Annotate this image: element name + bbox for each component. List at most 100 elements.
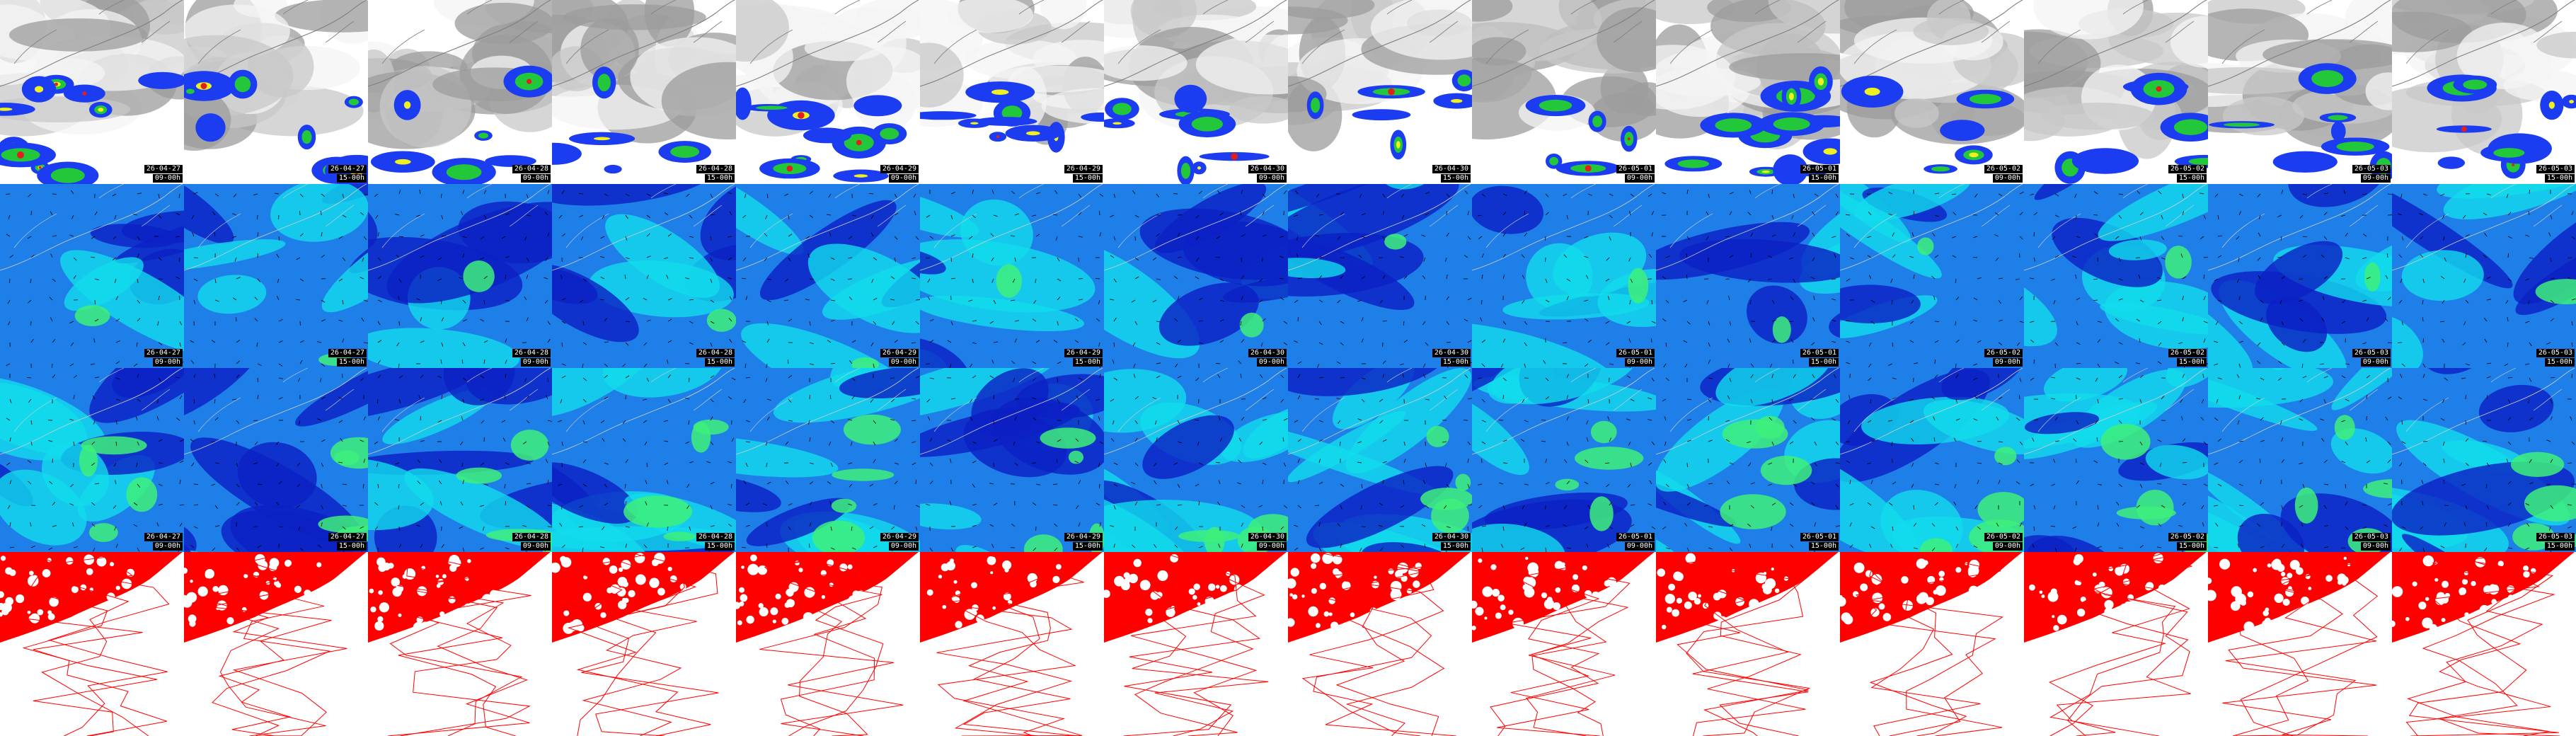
red-contours-map-panel xyxy=(1472,552,1656,736)
precipitation-map-panel: 26-05-01 15-00h xyxy=(1656,0,1840,184)
precip-map-graphic xyxy=(0,0,184,184)
precipitation-map-panel: 26-04-30 15-00h xyxy=(1288,0,1472,184)
panel-date-label: 26-05-02 xyxy=(1984,533,2023,541)
wind-level-2-map-panel: 26-04-29 15-00h xyxy=(920,368,1104,552)
wind-level-2-map-panel: 26-05-01 09-00h xyxy=(1472,368,1656,552)
wind-map-graphic xyxy=(920,368,1104,552)
panel-date-label: 26-04-30 xyxy=(1248,533,1287,541)
panel-run-label: 15-00h xyxy=(704,174,735,183)
wind-map-graphic xyxy=(552,368,736,552)
wind-level-2-map-panel: 26-05-01 15-00h xyxy=(1656,368,1840,552)
wind-map-graphic xyxy=(2208,368,2392,552)
wind-map-graphic xyxy=(552,184,736,368)
precipitation-map-panel: 26-04-29 09-00h xyxy=(736,0,920,184)
contour-map-graphic xyxy=(368,552,552,736)
wind-level-2-map-panel: 26-05-02 15-00h xyxy=(2024,368,2208,552)
wind-level-2-map-panel: 26-04-28 15-00h xyxy=(552,368,736,552)
panel-run-label: 09-00h xyxy=(520,174,551,183)
wind-map-graphic xyxy=(1656,368,1840,552)
precipitation-map-panel: 26-05-02 09-00h xyxy=(1840,0,2024,184)
wind-map-graphic xyxy=(2024,184,2208,368)
precipitation-map-panel: 26-05-03 15-00h xyxy=(2392,0,2576,184)
panel-date-label: 26-05-02 xyxy=(2168,349,2207,357)
wind-map-graphic xyxy=(0,184,184,368)
wind-map-graphic xyxy=(1472,184,1656,368)
panel-date-label: 26-04-29 xyxy=(880,165,919,173)
contour-map-graphic xyxy=(2392,552,2576,736)
wind-map-graphic xyxy=(1104,184,1288,368)
panel-run-label: 09-00h xyxy=(1624,542,1655,551)
red-contours-map-panel xyxy=(1656,552,1840,736)
panel-run-label: 09-00h xyxy=(2360,358,2391,367)
red-contours-map-panel xyxy=(552,552,736,736)
panel-run-label: 15-00h xyxy=(336,174,367,183)
wind-map-graphic xyxy=(920,184,1104,368)
precipitation-map-panel: 26-05-03 09-00h xyxy=(2208,0,2392,184)
wind-level-2-map-panel: 26-04-28 09-00h xyxy=(368,368,552,552)
panel-date-label: 26-05-03 xyxy=(2352,533,2391,541)
wind-level-1-map-panel: 26-04-27 09-00h xyxy=(0,184,184,368)
panel-run-label: 09-00h xyxy=(1992,174,2023,183)
panel-date-label: 26-05-01 xyxy=(1616,533,1655,541)
panel-date-label: 26-04-27 xyxy=(328,349,367,357)
precip-map-graphic xyxy=(184,0,368,184)
red-contours-map-panel xyxy=(184,552,368,736)
panel-run-label: 09-00h xyxy=(2360,542,2391,551)
wind-map-graphic xyxy=(2024,368,2208,552)
wind-level-2-map-panel: 26-04-30 09-00h xyxy=(1104,368,1288,552)
red-contours-map-panel xyxy=(2024,552,2208,736)
panel-run-label: 09-00h xyxy=(888,174,919,183)
wind-level-1-map-panel: 26-05-03 15-00h xyxy=(2392,184,2576,368)
panel-date-label: 26-04-30 xyxy=(1432,349,1471,357)
panel-run-label: 15-00h xyxy=(1808,358,1839,367)
wind-map-graphic xyxy=(736,184,920,368)
contour-map-graphic xyxy=(736,552,920,736)
panel-date-label: 26-05-03 xyxy=(2536,349,2575,357)
wind-level-1-map-panel: 26-04-30 15-00h xyxy=(1288,184,1472,368)
wind-map-graphic xyxy=(1840,184,2024,368)
wind-level-2-map-panel: 26-04-27 09-00h xyxy=(0,368,184,552)
panel-run-label: 09-00h xyxy=(2360,174,2391,183)
panel-date-label: 26-05-01 xyxy=(1616,165,1655,173)
panel-date-label: 26-04-30 xyxy=(1248,349,1287,357)
wind-level-1-map-panel: 26-04-28 15-00h xyxy=(552,184,736,368)
wind-level-1-map-panel: 26-04-30 09-00h xyxy=(1104,184,1288,368)
panel-run-label: 15-00h xyxy=(2544,174,2575,183)
wind-level-1-map-panel: 26-04-27 15-00h xyxy=(184,184,368,368)
panel-run-label: 15-00h xyxy=(1072,174,1103,183)
wind-map-graphic xyxy=(1104,368,1288,552)
panel-date-label: 26-04-29 xyxy=(1064,349,1103,357)
panel-run-label: 15-00h xyxy=(704,542,735,551)
panel-date-label: 26-04-28 xyxy=(512,533,551,541)
red-contours-map-panel xyxy=(1840,552,2024,736)
precip-map-graphic xyxy=(1840,0,2024,184)
contour-map-graphic xyxy=(1472,552,1656,736)
panel-date-label: 26-04-30 xyxy=(1432,165,1471,173)
wind-level-1-map-panel: 26-04-29 09-00h xyxy=(736,184,920,368)
precip-map-graphic xyxy=(736,0,920,184)
panel-run-label: 15-00h xyxy=(336,358,367,367)
panel-date-label: 26-05-01 xyxy=(1800,533,1839,541)
precipitation-map-panel: 26-05-02 15-00h xyxy=(2024,0,2208,184)
red-contours-map-panel xyxy=(0,552,184,736)
panel-run-label: 15-00h xyxy=(1072,358,1103,367)
precip-map-graphic xyxy=(2024,0,2208,184)
panel-date-label: 26-04-28 xyxy=(696,349,735,357)
precip-map-graphic xyxy=(2208,0,2392,184)
wind-level-2-map-panel: 26-04-27 15-00h xyxy=(184,368,368,552)
wind-map-graphic xyxy=(1288,184,1472,368)
precip-map-graphic xyxy=(552,0,736,184)
precip-map-graphic xyxy=(2392,0,2576,184)
panel-date-label: 26-05-01 xyxy=(1800,165,1839,173)
contour-map-graphic xyxy=(1104,552,1288,736)
precipitation-map-panel: 26-05-01 09-00h xyxy=(1472,0,1656,184)
panel-run-label: 09-00h xyxy=(152,542,183,551)
wind-map-graphic xyxy=(368,368,552,552)
panel-date-label: 26-05-03 xyxy=(2536,533,2575,541)
wind-map-graphic xyxy=(2392,184,2576,368)
contour-map-graphic xyxy=(0,552,184,736)
panel-date-label: 26-04-27 xyxy=(144,349,183,357)
panel-run-label: 15-00h xyxy=(2544,542,2575,551)
wind-map-graphic xyxy=(2208,184,2392,368)
